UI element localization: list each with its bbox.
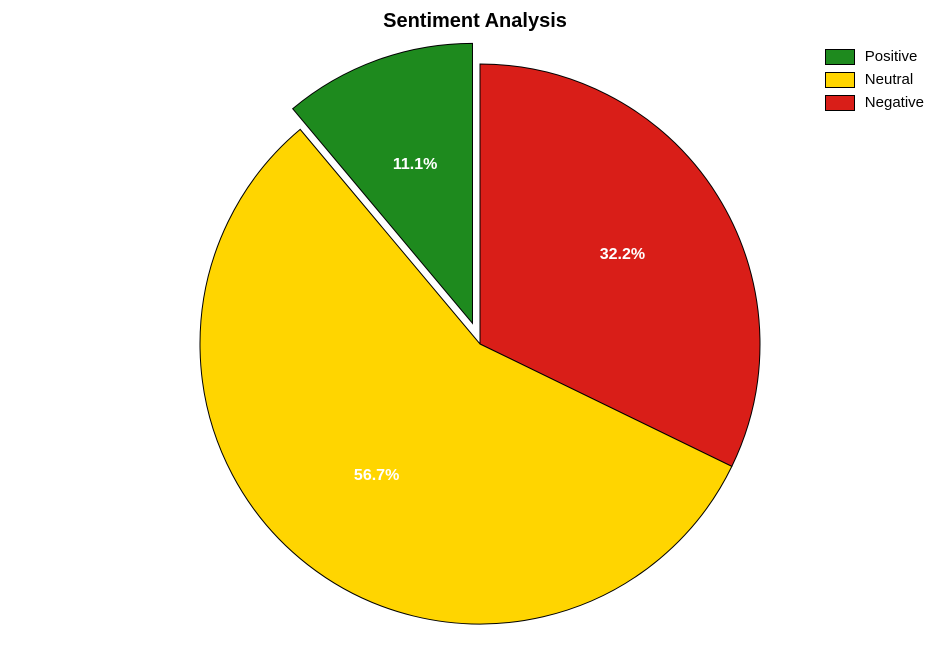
legend-label-neutral: Neutral [865,71,913,88]
legend-swatch-neutral [825,72,855,88]
legend-label-negative: Negative [865,94,924,111]
legend-label-positive: Positive [865,48,918,65]
legend-swatch-negative [825,95,855,111]
legend-item-neutral: Neutral [825,71,924,88]
pie-chart [0,0,950,662]
legend: Positive Neutral Negative [825,48,924,117]
slice-label-positive: 11.1% [393,156,437,174]
slice-label-negative: 32.2% [600,246,645,264]
legend-item-negative: Negative [825,94,924,111]
legend-swatch-positive [825,49,855,65]
legend-item-positive: Positive [825,48,924,65]
slice-label-neutral: 56.7% [354,467,399,485]
